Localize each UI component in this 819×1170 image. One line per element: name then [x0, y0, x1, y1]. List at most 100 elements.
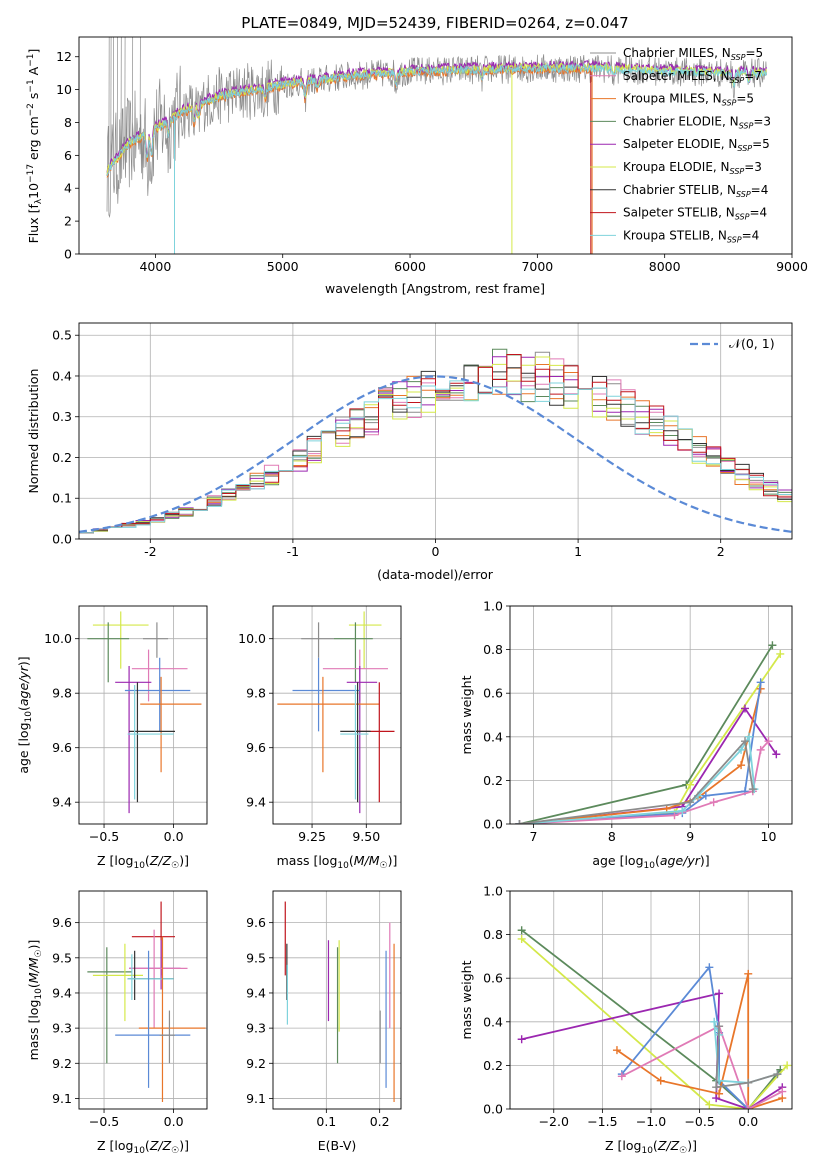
- legend-text: Chabrier MILES, N: [623, 46, 731, 60]
- x-tick-label: −1.0: [636, 1114, 666, 1129]
- label-part: Z/Z: [657, 1138, 680, 1153]
- label-part: )]: [388, 853, 398, 868]
- label-part: Flux [f: [26, 204, 41, 244]
- weight-line-chabrier_elodie: [521, 929, 781, 1109]
- weight-marker: [756, 678, 765, 687]
- y-axis-label: Normed distribution: [26, 369, 41, 494]
- legend-label: Salpeter ELODIE, NSSP=5: [623, 137, 770, 153]
- histogram-step-kroupa_stelib: [79, 380, 792, 534]
- weight-marker: [744, 1105, 753, 1109]
- x-tick-label: 6000: [394, 259, 426, 274]
- weight-marker: [705, 1100, 714, 1109]
- label-part: ☉: [679, 1146, 687, 1156]
- label-part: −17: [26, 164, 36, 183]
- y-axis-label: mass weight: [459, 675, 474, 754]
- weight-marker: [768, 641, 777, 650]
- panel-residuals: -2 -1 0 1 2 0.0 0.1 0.2 0.3 0.4 0.5 𝒩(0, 1): [52, 322, 793, 559]
- x-tick-label: 0.2: [370, 1114, 390, 1129]
- label-part: )]: [16, 656, 31, 666]
- label-part: −1: [26, 54, 36, 67]
- weight-marker: [678, 806, 687, 815]
- x-tick-label: -2: [144, 544, 156, 559]
- y-tick-label: 9.3: [52, 1021, 72, 1036]
- legend-label: Kroupa ELODIE, NSSP=3: [623, 160, 762, 176]
- axes-frame: [509, 605, 793, 825]
- y-tick-label: 9.3: [246, 1021, 266, 1036]
- x-tick-label: 8000: [649, 259, 681, 274]
- label-part: (: [145, 1138, 150, 1153]
- y-tick-label: 9.4: [246, 795, 266, 810]
- y-tick-label: 9.5: [52, 950, 72, 965]
- weight-marker: [705, 963, 714, 972]
- weight-marker: [741, 704, 749, 713]
- label-part: Z/Z: [149, 1138, 172, 1153]
- y-tick-label: 9.1: [246, 1091, 266, 1106]
- y-tick-label: 9.2: [246, 1056, 266, 1071]
- weight-marker: [748, 785, 757, 794]
- x-tick-label: 4000: [139, 259, 171, 274]
- panel-weight_vs_age: 7 8 9 10 0.0 0.2 0.4 0.6 0.8 1.0: [483, 599, 793, 844]
- y-tick-label: 9.6: [52, 740, 72, 755]
- legend-sub: SSP: [737, 144, 752, 153]
- label-part: )]: [179, 1138, 189, 1153]
- legend-count: =5: [745, 46, 763, 60]
- histogram-step-chabrier_miles: [79, 351, 792, 534]
- label-part: s: [26, 93, 41, 104]
- x-axis-label: Z [log10(Z/Z☉)]: [605, 1138, 697, 1156]
- weight-line-kroupa_miles: [616, 973, 783, 1109]
- weight-line-kroupa_miles: [519, 688, 762, 824]
- label-part: ☉: [34, 949, 44, 957]
- label-part: A: [26, 66, 41, 79]
- x-tick-label: 9.25: [298, 829, 326, 844]
- label-part: age/yr: [660, 853, 701, 868]
- label-part: (: [349, 853, 354, 868]
- weight-marker: [737, 745, 746, 754]
- axes-frame: [272, 890, 402, 1110]
- legend-label: Chabrier STELIB, NSSP=4: [623, 183, 768, 199]
- legend-text: Kroupa ELODIE, N: [623, 160, 730, 174]
- legend-count: =4: [751, 183, 769, 197]
- y-tick-label: 4: [64, 181, 72, 196]
- x-tick-label: 9.50: [352, 829, 380, 844]
- x-axis-label: Z [log10(Z/Z☉)]: [97, 1138, 189, 1156]
- x-tick-label: −0.5: [684, 1114, 714, 1129]
- y-tick-label: 0.3: [52, 409, 72, 424]
- weight-marker: [772, 750, 781, 759]
- x-tick-label: -1: [287, 544, 299, 559]
- weight-marker: [709, 798, 718, 807]
- weight-marker: [773, 1070, 782, 1079]
- legend-text: Kroupa MILES, N: [623, 92, 722, 106]
- panel-age_vs_Z: −0.5 0.0 9.4 9.6 9.8 10.0: [44, 605, 208, 844]
- label-part: (: [653, 1138, 658, 1153]
- label-part: 10: [34, 988, 44, 1000]
- label-part: ☉: [171, 861, 179, 871]
- y-tick-label: 9.8: [52, 686, 72, 701]
- plot-area: [517, 926, 792, 1109]
- plot-area: [284, 901, 395, 1102]
- label-part: 10: [26, 183, 41, 199]
- weight-marker: [744, 1078, 753, 1087]
- panel-age_vs_mass: 9.25 9.50 9.4 9.6 9.8 10.0: [238, 605, 402, 844]
- y-tick-label: 0.0: [52, 532, 72, 547]
- frame: 0.1 0.2 9.1 9.2 9.3 9.4 9.5 9.6: [246, 890, 402, 1129]
- x-tick-label: 7000: [521, 259, 553, 274]
- weight-line-kroupa_elodie: [521, 938, 788, 1109]
- weight-marker: [741, 737, 749, 746]
- label-part: 10: [133, 1146, 145, 1156]
- axes-frame: [509, 890, 793, 1110]
- weight-line-gaussian: [519, 682, 762, 824]
- axes-frame: [78, 36, 793, 255]
- label-part: 10: [641, 1146, 653, 1156]
- legend-count: =7: [744, 69, 762, 83]
- y-tick-label: 10: [56, 82, 72, 97]
- axes-frame: [272, 605, 402, 825]
- x-axis-label: Z [log10(Z/Z☉)]: [97, 853, 189, 871]
- x-tick-label: 5000: [267, 259, 299, 274]
- x-tick-label: 9: [686, 829, 694, 844]
- label-part: 10: [24, 711, 34, 723]
- y-tick-label: 9.1: [52, 1091, 72, 1106]
- legend-sub: SSP: [730, 76, 745, 85]
- label-part: Z [log: [605, 1138, 641, 1153]
- weight-marker: [712, 1083, 721, 1092]
- gaussian-legend-label: 𝒩(0, 1): [729, 336, 775, 351]
